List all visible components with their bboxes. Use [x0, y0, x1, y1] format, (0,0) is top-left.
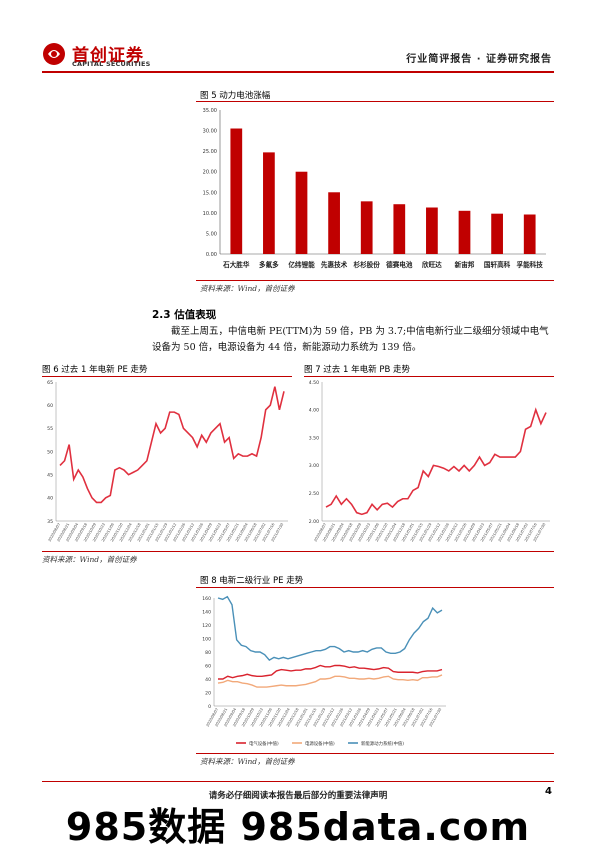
y-tick-label: 25.00 [203, 149, 217, 155]
footer-divider [42, 781, 554, 782]
y-tick-label: 4.00 [309, 408, 319, 414]
figure6-pe-chart: 354045505560652020/08/072020/08/212020/0… [47, 380, 288, 542]
figure7-pb-chart: 2.002.503.003.504.004.502020/08/072020/0… [309, 380, 550, 542]
y-tick-label: 35.00 [203, 108, 217, 114]
y-tick-label: 160 [202, 596, 211, 602]
x-tick-label: 先惠技术 [321, 260, 348, 269]
figure5-labels: 石大胜华 多氟多 亿纬锂能 先惠技术 杉杉股份 德赛电池 欣旺达 新宙邦 国轩高科 孚能科技 [222, 260, 543, 269]
bar [263, 152, 275, 254]
section-paragraph: 截至上周五，中信电新 PE(TTM)为 59 倍，PB 为 3.7;中信电新行业… [152, 326, 549, 353]
figure8-axes: 0204060801001201401602020/08/072020/08/2… [202, 596, 446, 727]
y-tick-label: 0 [208, 704, 211, 710]
y-tick-label: 40 [205, 677, 211, 683]
y-tick-label: 80 [205, 650, 211, 656]
y-tick-label: 60 [47, 403, 53, 409]
series-line [218, 664, 443, 680]
bar [491, 213, 503, 254]
figure8-bottom-rule [196, 753, 554, 754]
bar [523, 214, 536, 254]
y-tick-label: 3.00 [309, 463, 319, 469]
y-tick-label: 3.50 [309, 435, 319, 441]
pb-line [325, 407, 547, 516]
figure7-top-rule [304, 376, 554, 377]
x-tick-label: 杉杉股份 [354, 260, 381, 269]
bar [458, 210, 471, 254]
figure5-bottom-rule [196, 280, 554, 281]
figure8-line-chart: 0204060801001201401602020/08/072020/08/2… [202, 595, 446, 747]
bar [360, 201, 373, 254]
y-tick-label: 50 [47, 449, 53, 455]
figure8-legend: 电气设备(中值) 电源设备(中值) 新能源动力系统(中值) [236, 740, 404, 747]
y-tick-label: 140 [202, 609, 211, 615]
figure6-top-rule [42, 376, 292, 377]
y-tick-label: 4.50 [309, 380, 319, 386]
y-tick-label: 2.50 [309, 491, 319, 497]
watermark: 985数据 985data.com [65, 805, 531, 849]
footer-disclaimer: 请务必仔细阅读本报告最后部分的重要法律声明 [208, 791, 388, 801]
y-tick-label: 15.00 [203, 190, 217, 196]
figure67-bottom-rule [42, 551, 554, 552]
logo-text-cn: 首创证券 [72, 46, 144, 66]
y-tick-label: 55 [47, 426, 53, 432]
figure8-title: 图 8 电新二级行业 PE 走势 [200, 576, 304, 586]
y-tick-label: 0.00 [206, 252, 217, 258]
y-tick-label: 20.00 [203, 170, 217, 176]
bar [230, 128, 243, 254]
series-line [217, 595, 443, 661]
figure8-source: 资料来源：Wind，首创证券 [200, 757, 295, 766]
figure5-title: 图 5 动力电池涨幅 [200, 91, 271, 101]
x-tick-label: 国轩高科 [484, 260, 511, 269]
y-tick-label: 100 [202, 636, 211, 642]
x-tick-label: 石大胜华 [222, 260, 250, 269]
y-tick-label: 20 [205, 690, 211, 696]
header-divider [42, 71, 554, 73]
x-tick-label: 多氟多 [259, 260, 279, 269]
legend-label: 电气设备(中值) [249, 740, 279, 747]
series-line [217, 674, 443, 688]
y-tick-label: 40 [47, 496, 53, 502]
figure7-axes: 2.002.503.003.504.004.502020/08/072020/0… [309, 380, 550, 542]
logo-text-en: CAPITAL SECURITIES [72, 60, 151, 68]
figure8-top-rule [196, 587, 554, 588]
figure5-source: 资料来源：Wind，首创证券 [200, 284, 295, 293]
figure5-bars [230, 128, 536, 254]
figure7-title: 图 7 过去 1 年电新 PB 走势 [304, 365, 410, 375]
bar [426, 207, 438, 254]
figure5-top-rule [196, 101, 554, 102]
bar [393, 204, 406, 254]
bar [295, 171, 308, 254]
report-type: 行业简评报告 · 证券研究报告 [406, 54, 552, 65]
y-tick-label: 35 [47, 519, 53, 525]
x-tick-label: 新宙邦 [455, 260, 475, 269]
logo-icon [42, 42, 66, 66]
x-tick-label: 德赛电池 [385, 260, 413, 269]
legend-label: 新能源动力系统(中值) [361, 740, 404, 747]
figure67-source: 资料来源：Wind，首创证券 [42, 555, 137, 564]
legend-label: 电源设备(中值) [305, 740, 335, 747]
y-tick-label: 10.00 [203, 211, 217, 217]
x-tick-label: 孚能科技 [517, 260, 544, 269]
y-tick-label: 60 [205, 663, 211, 669]
section-title: 2.3 估值表现 [152, 309, 217, 321]
figure6-title: 图 6 过去 1 年电新 PE 走势 [42, 365, 148, 375]
y-tick-label: 45 [47, 472, 53, 478]
pe-line [59, 386, 285, 504]
y-tick-label: 120 [202, 623, 211, 629]
x-tick-label: 欣旺达 [422, 260, 442, 269]
y-tick-label: 30.00 [203, 129, 217, 135]
y-tick-label: 5.00 [206, 231, 217, 237]
bar [328, 192, 340, 254]
y-tick-label: 2.00 [309, 519, 319, 525]
figure8-series [217, 595, 443, 688]
y-tick-label: 65 [47, 380, 53, 386]
page-number: 4 [545, 786, 552, 797]
x-tick-label: 亿纬锂能 [288, 260, 315, 269]
figure5-bar-chart: 0.00 5.00 10.00 15.00 20.00 25.00 30.00 35.00 石… [203, 108, 546, 269]
figure6-axes: 354045505560652020/08/072020/08/212020/0… [47, 380, 288, 542]
